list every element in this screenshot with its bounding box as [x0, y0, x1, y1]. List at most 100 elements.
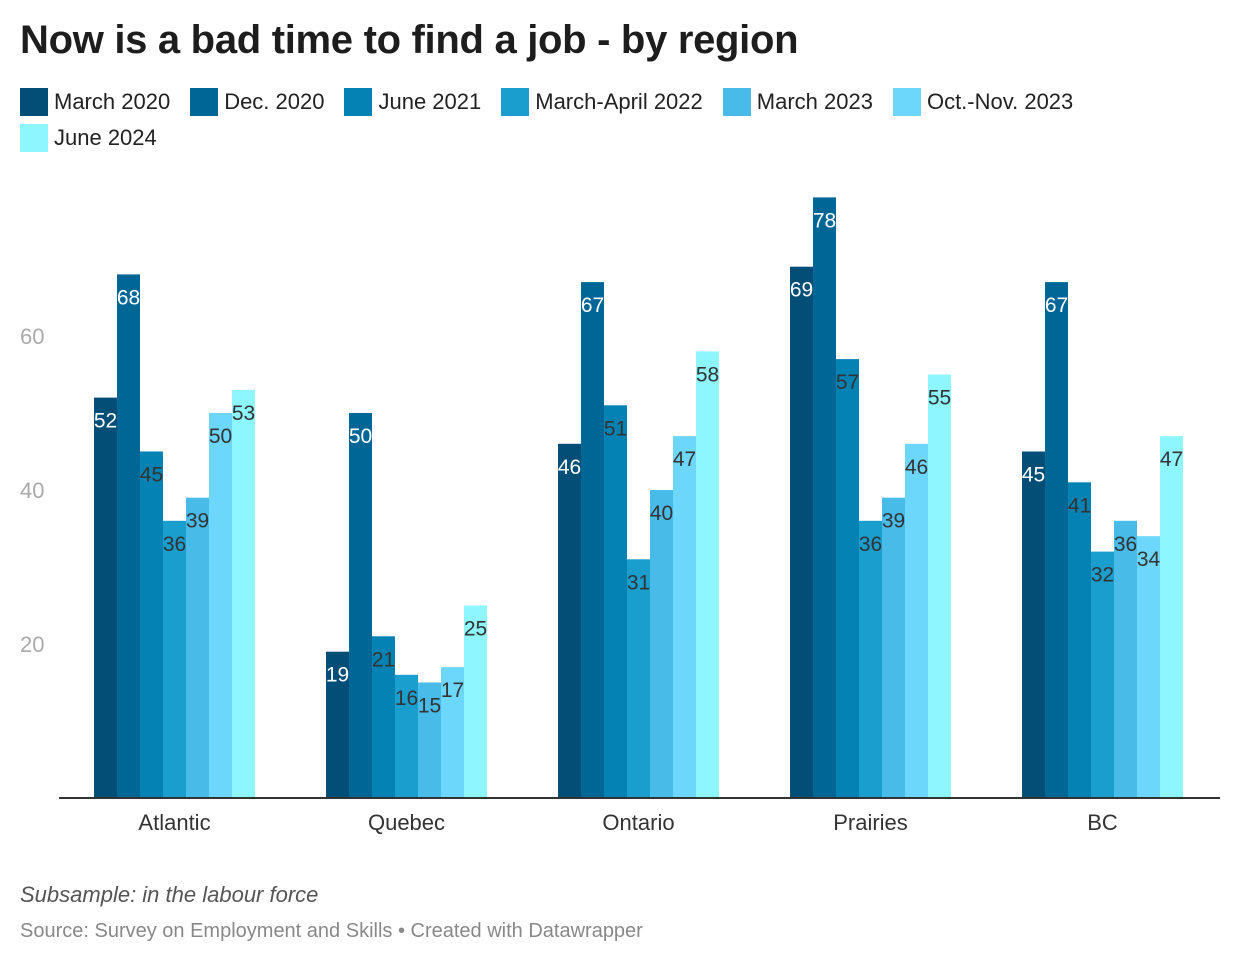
bar	[627, 559, 650, 798]
legend-swatch	[892, 88, 921, 116]
bar	[604, 405, 627, 798]
bar-value-label: 52	[94, 410, 117, 433]
bar-value-label: 55	[928, 387, 951, 410]
bar	[1160, 436, 1183, 798]
bar-value-label: 45	[140, 464, 163, 487]
bar-value-label: 67	[581, 294, 604, 317]
bar	[1091, 551, 1114, 798]
bar	[905, 443, 928, 798]
legend-label: Oct.-Nov. 2023	[926, 89, 1074, 114]
legend-label: Dec. 2020	[224, 89, 325, 114]
bar	[464, 605, 487, 798]
bar-value-label: 46	[905, 456, 928, 479]
bar	[418, 682, 441, 798]
bar	[186, 497, 209, 798]
bar-value-label: 53	[232, 402, 255, 425]
bar	[326, 651, 349, 798]
legend-item: March 2023	[722, 88, 873, 116]
legend-swatch	[20, 88, 48, 116]
bar-value-label: 25	[464, 618, 487, 641]
legend-item: March-April 2022	[501, 88, 703, 116]
bar-value-label: 36	[1114, 533, 1137, 556]
bar	[372, 636, 395, 798]
bar	[163, 520, 186, 798]
bar	[696, 351, 719, 798]
y-tick-label: 60	[20, 324, 44, 349]
bar-value-label: 32	[1091, 564, 1114, 587]
bar	[558, 443, 581, 798]
bar	[1045, 282, 1068, 799]
bar-value-label: 17	[441, 679, 464, 702]
bar	[1068, 482, 1091, 798]
bar-value-label: 31	[627, 571, 650, 594]
bar-value-label: 15	[418, 695, 441, 718]
bar	[836, 359, 859, 798]
bar	[395, 674, 418, 798]
bar-value-label: 39	[186, 510, 209, 533]
bar-value-label: 34	[1137, 548, 1161, 571]
bar	[140, 451, 163, 798]
x-tick-label: Atlantic	[138, 810, 210, 835]
bar	[650, 490, 673, 798]
bar-value-label: 47	[673, 448, 696, 471]
bar-value-label: 78	[813, 209, 836, 232]
bar-value-label: 46	[558, 456, 581, 479]
bar	[441, 667, 464, 798]
bar	[1114, 520, 1137, 798]
bar	[790, 266, 813, 798]
legend: March 2020 Dec. 2020 June 2021 March-April …	[20, 88, 1220, 152]
bar-value-label: 50	[209, 425, 232, 448]
bar-value-label: 58	[696, 363, 719, 386]
bar-value-label: 57	[836, 371, 859, 394]
legend-item: June 2024	[20, 124, 157, 152]
legend-label: June 2024	[54, 125, 157, 150]
bar-value-label: 19	[326, 664, 349, 687]
legend-label: June 2021	[378, 89, 482, 114]
bar-value-label: 39	[882, 510, 905, 533]
bar-value-label: 45	[1022, 464, 1045, 487]
x-tick-label: Prairies	[833, 810, 908, 835]
legend-label: March-April 2022	[535, 89, 703, 114]
legend-swatch	[722, 88, 751, 116]
legend-item: Dec. 2020	[190, 88, 324, 116]
legend-item: Oct.-Nov. 2023	[892, 88, 1074, 116]
bar	[349, 413, 372, 798]
y-tick-label: 40	[20, 478, 44, 503]
legend-label: March 2023	[756, 89, 873, 114]
bar	[928, 374, 951, 798]
bar-value-label: 51	[604, 417, 627, 440]
chart-source: Source: Survey on Employment and Skills …	[20, 920, 643, 942]
bar-value-label: 68	[117, 286, 140, 309]
legend-swatch	[190, 88, 219, 116]
bar	[209, 413, 232, 798]
bar-value-label: 40	[650, 502, 673, 525]
bar	[859, 520, 882, 798]
bar	[813, 197, 836, 798]
bar	[1022, 451, 1045, 798]
legend-swatch	[20, 124, 48, 152]
bar	[882, 497, 905, 798]
x-tick-label: Quebec	[368, 810, 445, 835]
bar-value-label: 36	[859, 533, 882, 556]
bar	[673, 436, 696, 798]
bar-value-label: 67	[1045, 294, 1068, 317]
bar-value-label: 41	[1068, 494, 1091, 517]
x-tick-label: Ontario	[602, 810, 674, 835]
bar	[232, 389, 255, 798]
bar-value-label: 47	[1160, 448, 1183, 471]
legend-item: June 2021	[344, 88, 481, 116]
bar	[94, 397, 117, 798]
bar	[117, 274, 140, 798]
x-tick-label: BC	[1087, 810, 1118, 835]
chart-notes: Subsample: in the labour force	[20, 882, 319, 907]
chart-title: Now is a bad time to find a job - by reg…	[20, 18, 799, 62]
bar-value-label: 16	[395, 687, 418, 710]
bar-value-label: 21	[372, 648, 395, 671]
bar	[581, 282, 604, 799]
bar-value-label: 36	[163, 533, 186, 556]
bar	[1137, 536, 1160, 798]
legend-item: March 2020	[20, 88, 170, 116]
legend-swatch	[501, 88, 530, 116]
legend-swatch	[344, 88, 373, 116]
